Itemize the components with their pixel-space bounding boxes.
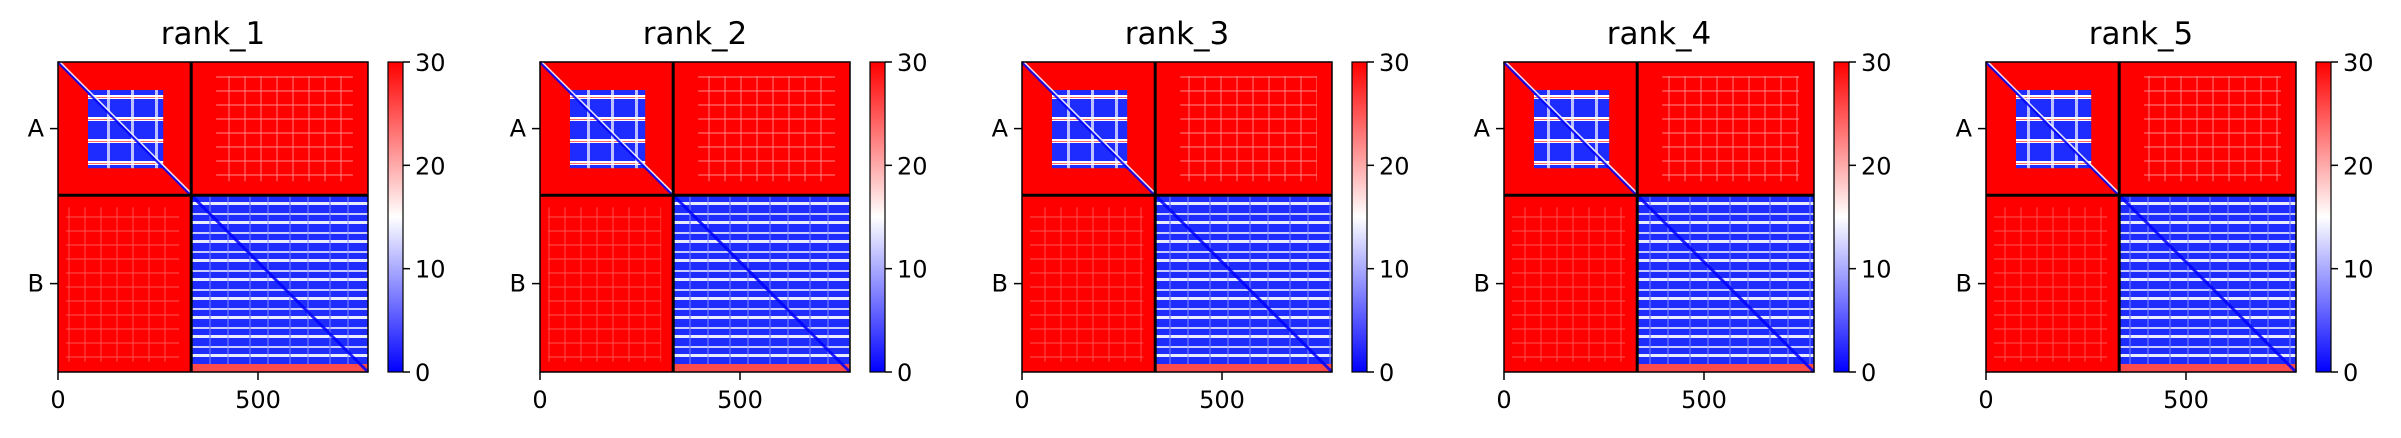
- heatmap-panel: rank_5 A B 0 500 0 10 20 30: [1956, 16, 2374, 414]
- colorbar-frame: [1833, 61, 1850, 373]
- colorbar: [2316, 62, 2331, 372]
- colorbar-tick-label: 30: [1379, 49, 1410, 77]
- diagonal-highlight: [541, 61, 674, 194]
- y-tick-label: A: [1956, 115, 1973, 143]
- colorbar: [1834, 62, 1849, 372]
- panel-title: rank_1: [161, 16, 266, 52]
- colorbar-tick-label: 20: [2343, 152, 2374, 180]
- y-tick-label: B: [28, 270, 44, 298]
- axes-frame: [539, 61, 851, 373]
- colorbar-tick-label: 30: [2343, 49, 2374, 77]
- interchain-block-ab: [698, 76, 835, 182]
- chain-b-edge: [1637, 364, 1814, 372]
- interchain-block-ba: [548, 207, 662, 362]
- colorbar-tick-label: 10: [1861, 256, 1892, 284]
- interchain-block-ab: [1662, 76, 1799, 182]
- x-tick-label: 0: [50, 386, 65, 414]
- interchain-block-ab: [1180, 76, 1317, 182]
- colorbar: [388, 62, 403, 372]
- y-tick-label: B: [510, 270, 526, 298]
- colorbar-tick-label: 20: [1861, 152, 1892, 180]
- colorbar-tick-label: 10: [1379, 256, 1410, 284]
- panel-title: rank_4: [1607, 16, 1712, 52]
- colorbar-tick-label: 0: [1379, 359, 1394, 387]
- colorbar-tick-label: 30: [415, 49, 446, 77]
- diagonal: [56, 60, 370, 374]
- axes-frame: [57, 61, 369, 373]
- diagonal-highlight: [1987, 61, 2120, 194]
- colorbar-frame: [1351, 61, 1368, 373]
- axes-frame: [1021, 61, 1333, 373]
- y-tick-label: A: [510, 115, 527, 143]
- colorbar-frame: [387, 61, 404, 373]
- y-tick-label: A: [1474, 115, 1491, 143]
- chain-b-edge: [191, 364, 368, 372]
- heatmap-panel: rank_4 A B 0 500 0 10 20 30: [1474, 16, 1892, 414]
- diagonal: [1020, 60, 1334, 374]
- colorbar-tick-label: 0: [2343, 359, 2358, 387]
- colorbar-tick-label: 0: [415, 359, 430, 387]
- colorbar-tick-label: 10: [2343, 256, 2374, 284]
- panel-title: rank_2: [643, 16, 748, 52]
- heatmap-panel: rank_1 A B 0 500 0 10 20 30: [28, 16, 446, 414]
- y-tick-label: B: [1956, 270, 1972, 298]
- heatmap-panel: rank_2 A B 0 500 0 10 20 30: [510, 16, 928, 414]
- x-tick-label: 0: [1978, 386, 1993, 414]
- colorbar-tick-label: 20: [897, 152, 928, 180]
- diagonal: [1502, 60, 1816, 374]
- diagonal-highlight: [59, 61, 192, 194]
- colorbar-frame: [869, 61, 886, 373]
- chain-b-edge: [2119, 364, 2296, 372]
- colorbar-tick-label: 0: [1861, 359, 1876, 387]
- x-tick-label: 0: [1014, 386, 1029, 414]
- diagonal: [538, 60, 852, 374]
- colorbar-frame: [2315, 61, 2332, 373]
- interchain-block-ab: [216, 76, 353, 182]
- x-tick-label: 0: [532, 386, 547, 414]
- x-tick-label: 500: [1199, 386, 1245, 414]
- diagonal-highlight: [1023, 61, 1156, 194]
- x-tick-label: 500: [235, 386, 281, 414]
- colorbar-tick-label: 20: [415, 152, 446, 180]
- chain-b-edge: [1155, 364, 1332, 372]
- x-tick-label: 500: [2163, 386, 2209, 414]
- y-tick-label: A: [992, 115, 1009, 143]
- x-tick-label: 500: [717, 386, 763, 414]
- interchain-block-ba: [1512, 207, 1626, 362]
- interchain-block-ba: [66, 207, 180, 362]
- panel-title: rank_5: [2089, 16, 2194, 52]
- x-tick-label: 0: [1496, 386, 1511, 414]
- heatmap-panel: rank_3 A B 0 500 0 10 20 30: [992, 16, 1410, 414]
- colorbar: [870, 62, 885, 372]
- colorbar-tick-label: 10: [897, 256, 928, 284]
- colorbar-tick-label: 10: [415, 256, 446, 284]
- interchain-block-ab: [2144, 76, 2281, 182]
- panel-title: rank_3: [1125, 16, 1230, 52]
- interchain-block-ba: [1030, 207, 1144, 362]
- diagonal: [1984, 60, 2298, 374]
- axes-frame: [1503, 61, 1815, 373]
- interchain-block-ba: [1994, 207, 2108, 362]
- x-tick-label: 500: [1681, 386, 1727, 414]
- colorbar: [1352, 62, 1367, 372]
- y-tick-label: A: [28, 115, 45, 143]
- y-tick-label: B: [992, 270, 1008, 298]
- axes-frame: [1985, 61, 2297, 373]
- colorbar-tick-label: 20: [1379, 152, 1410, 180]
- chain-b-edge: [673, 364, 850, 372]
- colorbar-tick-label: 30: [1861, 49, 1892, 77]
- colorbar-tick-label: 30: [897, 49, 928, 77]
- y-tick-label: B: [1474, 270, 1490, 298]
- diagonal-highlight: [1505, 61, 1638, 194]
- colorbar-tick-label: 0: [897, 359, 912, 387]
